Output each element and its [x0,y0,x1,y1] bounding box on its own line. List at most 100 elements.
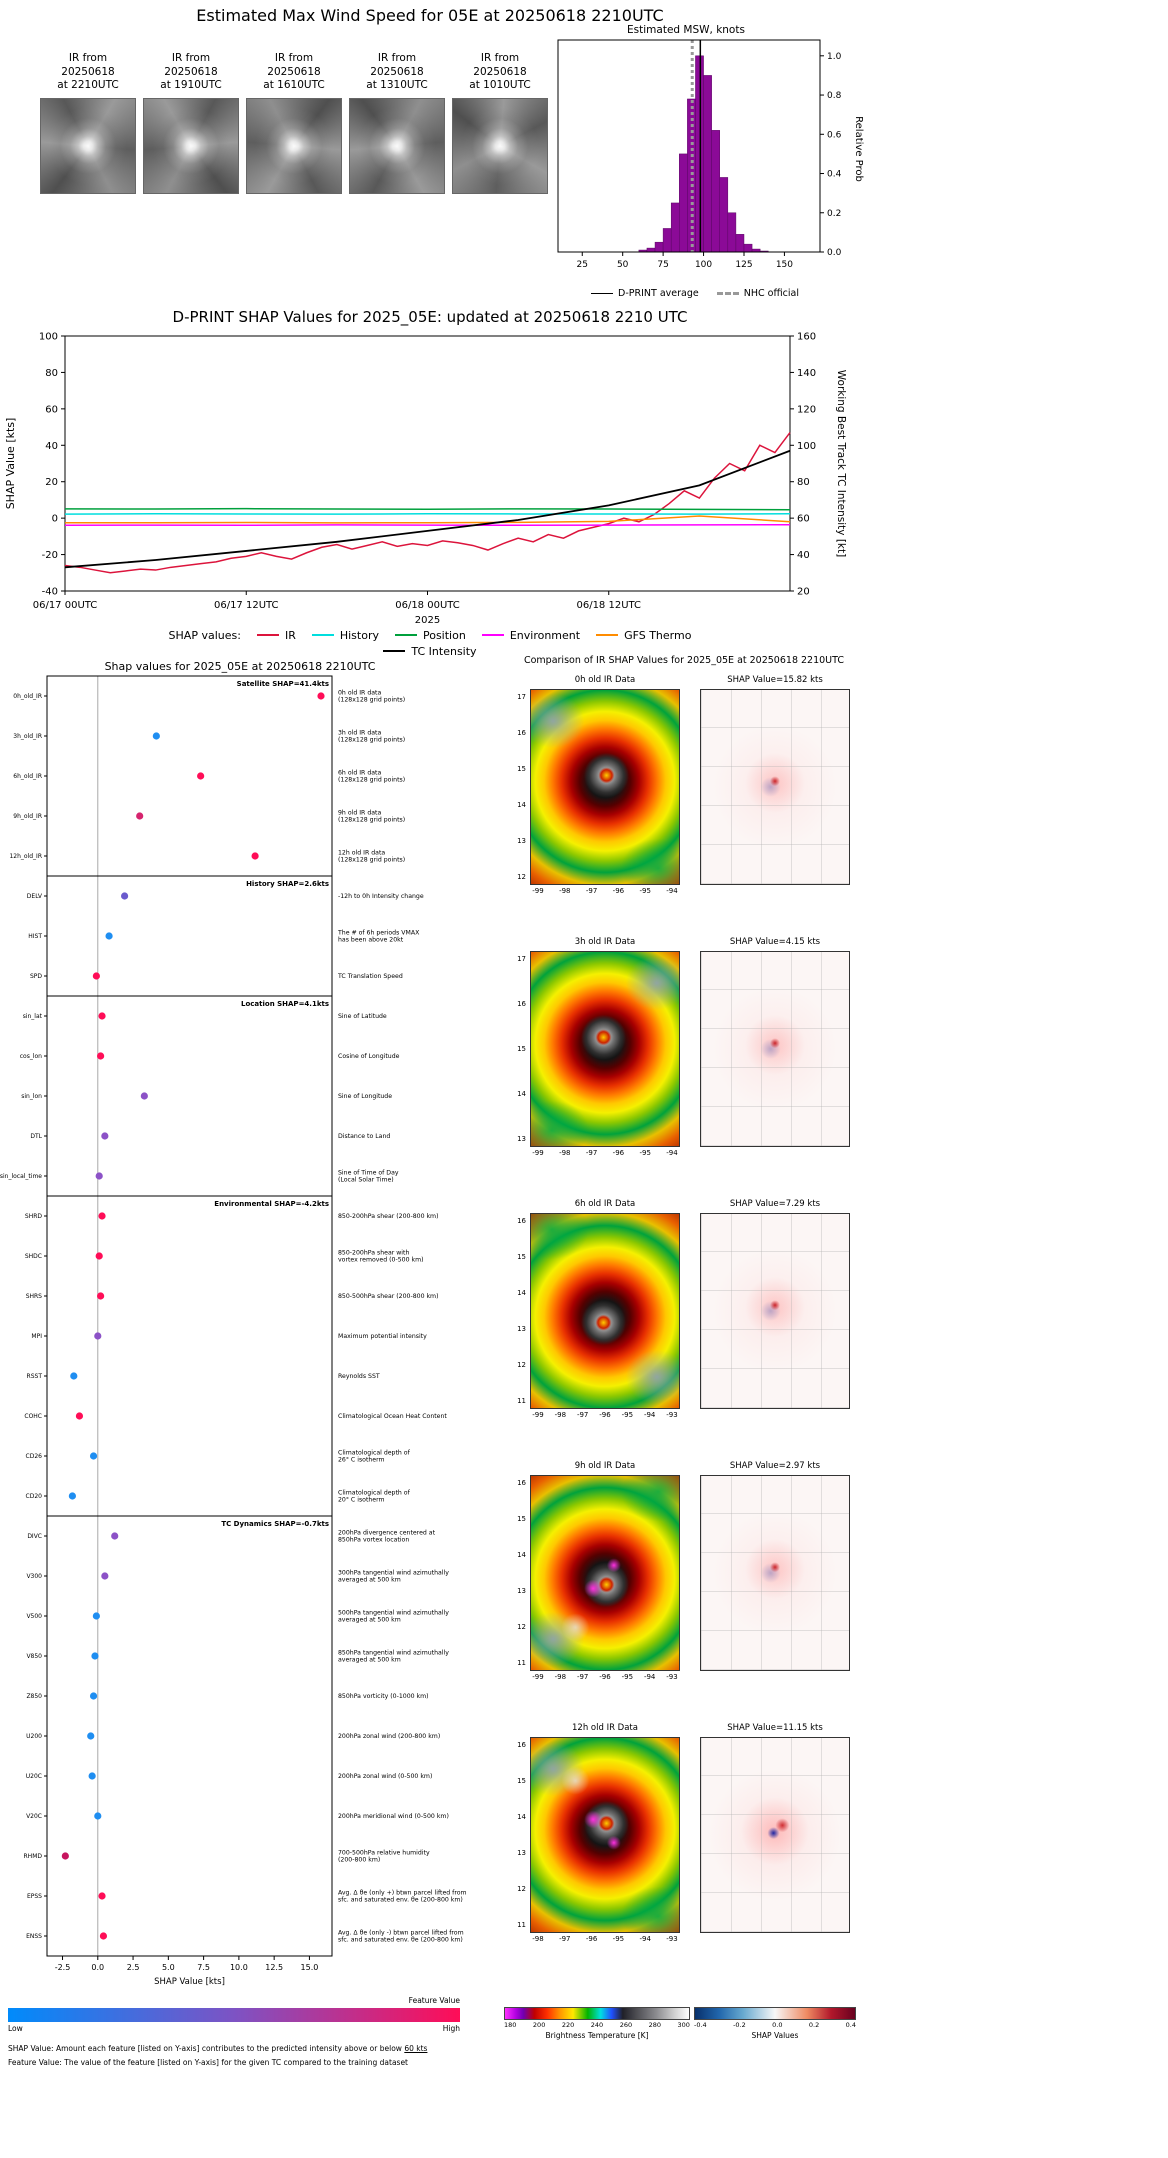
lon-tick: -94 [643,1411,656,1419]
ts-ytick-left: 60 [45,404,58,415]
shap-map-image [700,689,850,885]
hist-xtick: 75 [657,260,668,270]
dot-xlabel: SHAP Value [kts] [154,1977,225,1987]
feature-label: RHMD [24,1853,43,1860]
ir-thumbnail-strip: IR from 20250618 at 2210UTC IR from 20250… [40,52,548,194]
feature-desc: 500hPa tangential wind azimuthally averag… [338,1610,449,1624]
feature-desc: 200hPa divergence centered at 850hPa vort… [338,1530,436,1544]
hist-bar [735,234,745,253]
feature-desc: Sine of Time of Day (Local Solar Time) [338,1170,399,1184]
ir-thumbnail-0: IR from 20250618 at 2210UTC [40,52,136,194]
feature-desc: 850-200hPa shear with vortex removed (0-5… [338,1250,424,1264]
ir-thumbnail-2: IR from 20250618 at 1610UTC [246,52,342,194]
ts-ytick-left: 20 [45,477,58,488]
legend-item-history: History [311,629,379,642]
lat-tick: 12 [517,1885,526,1893]
shap-dot-SHRD [98,1212,106,1220]
dot-xtick: 2.5 [127,1963,140,1972]
feature-label: 9h_old_IR [13,813,42,820]
ts-xtick: 06/18 00UTC [395,600,460,611]
feature-label: CD26 [26,1453,43,1460]
shap-cb-tick: -0.4 [694,2021,707,2029]
shap-values-colorbar: -0.4 -0.2 0.0 0.2 0.4 SHAP Values [694,2007,856,2040]
shap-dot-U200 [87,1732,95,1740]
shap-timeseries-chart: -40 -20 0 20 40 60 80 100 20 40 60 80 100 120 140 160 06… [4,332,847,627]
legend-item-gfs-thermo: GFS Thermo [596,629,691,642]
shap-row-title: SHAP Value=15.82 kts [727,675,823,685]
bt-tick: 220 [561,2021,575,2029]
hist-bar [695,55,704,253]
ir-comparison-panel: Comparison of IR SHAP Values for 2025_05… [500,655,868,2135]
shap-cb-tick: 0.2 [808,2021,820,2029]
shap-map-image [700,1475,850,1671]
shap-dot-Z850 [89,1692,98,1700]
line-tc-intensity [64,449,791,569]
shap-dot-U20C [88,1772,96,1780]
ir-satellite-image [143,98,239,194]
history-line-swatch [311,634,334,636]
colorbar-low-label: Low [8,2024,23,2033]
shap-dot-MPI [94,1332,102,1340]
lat-tick: 14 [517,1813,526,1821]
ir-color-image [530,1213,680,1409]
tc-intensity-line-swatch [383,650,406,652]
shap-dot-SHRS [97,1292,105,1300]
feature-desc: 850-500hPa shear (200-800 km) [338,1293,439,1300]
feature-footnote: Feature Value: The value of the feature … [8,2058,409,2067]
ir-comparison-row-0: 0h old IR Data SHAP Value=15.82 kts 17 16 15… [500,675,868,937]
feature-desc: 3h old IR data (128x128 grid points) [338,730,405,744]
line-gfs-thermo [65,515,791,524]
hist-xtick: 25 [577,260,588,270]
ts-ytick-left: 100 [39,332,58,343]
shap-dot-SHDC [95,1252,103,1260]
dot-xtick: 15.0 [301,1963,319,1972]
ir-color-image [530,1737,680,1933]
ir-comparison-row-3: 9h old IR Data SHAP Value=2.97 kts 16 15 14 1… [500,1461,868,1723]
shap-dot-plot-chart: Satellite SHAP=41.4kts History SHAP=2.6kt… [0,675,467,1987]
lon-tick: -99 [532,1149,544,1157]
shap-values-ticks: -0.4 -0.2 0.0 0.2 0.4 [694,2021,856,2029]
lon-tick: -96 [585,1935,598,1943]
lat-tick: 13 [517,1325,526,1333]
feature-label: 12h_old_IR [9,853,42,860]
feature-label: DELV [27,893,43,900]
hist-bar [703,75,712,253]
dot-xtick: 7.5 [197,1963,210,1972]
shap-dot-3h_old_IR [152,732,160,740]
lat-tick: 16 [517,1000,526,1008]
feature-label: SPD [30,973,42,980]
lon-tick: -94 [639,1935,651,1943]
lon-tick: -94 [666,1149,678,1157]
bt-tick: 200 [532,2021,546,2029]
feature-desc: 300hPa tangential wind azimuthally averag… [338,1570,449,1584]
ts-ytick-right: 100 [797,441,816,452]
hist-bar [687,98,696,253]
shap-dot-HIST [105,932,113,940]
lat-tick: 14 [517,1289,526,1297]
feature-desc: Maximum potential intensity [338,1333,427,1340]
histogram-title: Estimated MSW, knots [627,24,745,36]
lon-tick: -98 [532,1935,544,1943]
ts-ytick-right: 40 [797,550,810,561]
lon-tick: -99 [532,1673,544,1681]
shap-dot-DTL [101,1132,109,1140]
msw-histogram-chart: 25 50 75 100 125 150 0.0 0.2 0.4 0.6 0.8 1.0 Relativ… [557,39,864,270]
feature-desc: 9h old IR data (128x128 grid points) [338,810,405,824]
colorbar-high-label: High [442,2024,460,2033]
lat-tick: 13 [517,837,526,845]
feature-label: cos_lon [20,1053,42,1060]
lon-tick: -95 [612,1935,625,1943]
ts-xlabel-year: 2025 [415,615,440,626]
feature-value-colorbar-title: Feature Value [408,1996,460,2005]
feature-label: SHRD [25,1213,42,1220]
shap-dot-SPD [92,972,100,980]
legend-item-tc-intensity: TC Intensity [383,645,477,658]
lon-tick: -94 [643,1673,656,1681]
ir-row-title: 0h old IR Data [574,675,636,685]
environment-line-swatch [481,634,504,636]
page-title: Estimated Max Wind Speed for 05E at 2025… [196,6,664,25]
hist-bar [743,243,753,253]
hist-bar [679,153,688,253]
dot-xtick: 0.0 [91,1963,104,1972]
